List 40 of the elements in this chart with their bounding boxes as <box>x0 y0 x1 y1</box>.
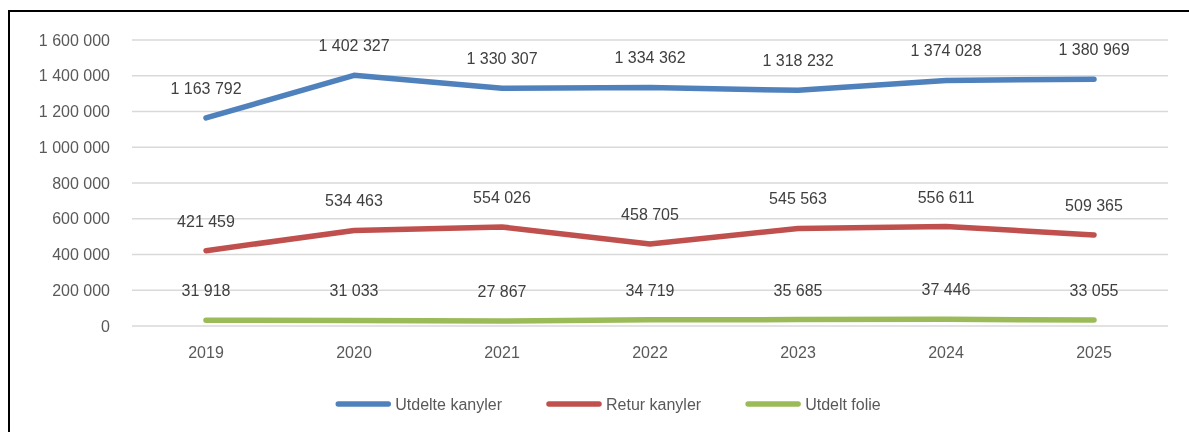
data-label: 27 867 <box>477 283 527 301</box>
data-label: 33 055 <box>1069 282 1119 300</box>
data-label: 1 374 028 <box>910 42 982 60</box>
data-label: 31 918 <box>181 282 231 300</box>
x-tick-label: 2021 <box>484 343 520 361</box>
y-tick-label: 400 000 <box>52 246 111 264</box>
data-label: 1 330 307 <box>466 50 538 68</box>
data-label: 37 446 <box>921 281 971 299</box>
x-tick-label: 2022 <box>632 343 668 361</box>
y-tick-label: 200 000 <box>52 281 111 299</box>
data-label: 534 463 <box>325 192 384 210</box>
data-label: 1 334 362 <box>614 49 686 67</box>
y-tick-label: 1 200 000 <box>38 103 111 121</box>
data-label: 545 563 <box>769 190 828 208</box>
legend-label: Utdelte kanyler <box>395 395 503 413</box>
data-label: 31 033 <box>329 282 379 300</box>
data-label: 1 318 232 <box>762 52 834 70</box>
data-label: 34 719 <box>625 281 675 299</box>
x-tick-label: 2024 <box>928 343 964 361</box>
data-label: 1 402 327 <box>318 37 390 55</box>
data-label: 421 459 <box>177 212 236 230</box>
data-label: 554 026 <box>473 188 532 206</box>
data-label: 1 163 792 <box>170 79 242 97</box>
data-label: 556 611 <box>917 188 975 206</box>
x-tick-label: 2020 <box>336 343 372 361</box>
x-tick-label: 2023 <box>780 343 816 361</box>
y-tick-label: 800 000 <box>52 174 111 192</box>
y-tick-label: 1 400 000 <box>38 67 111 85</box>
y-tick-label: 0 <box>101 317 111 335</box>
data-label: 458 705 <box>621 206 680 224</box>
x-tick-label: 2019 <box>188 343 224 361</box>
y-tick-label: 600 000 <box>52 210 111 228</box>
legend-label: Retur kanyler <box>605 395 702 413</box>
y-tick-label: 1 600 000 <box>38 31 111 49</box>
legend-label: Utdelt folie <box>805 395 881 413</box>
data-label: 509 365 <box>1065 196 1124 214</box>
data-label: 35 685 <box>773 281 823 299</box>
y-tick-label: 1 000 000 <box>38 138 111 156</box>
data-label: 1 380 969 <box>1058 41 1130 59</box>
x-tick-label: 2025 <box>1076 343 1112 361</box>
